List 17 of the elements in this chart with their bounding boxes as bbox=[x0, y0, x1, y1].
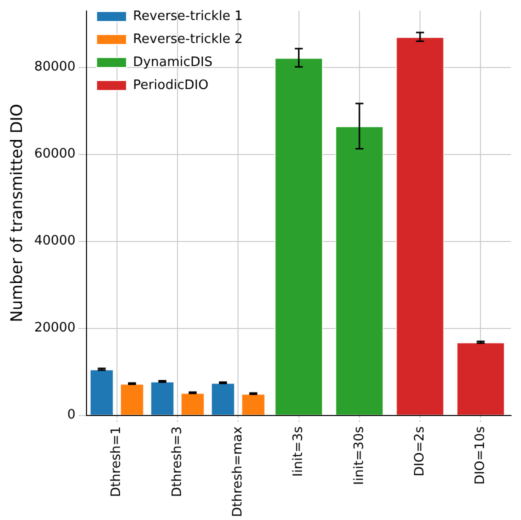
y-tick-label: 60000 bbox=[34, 146, 76, 162]
legend-label: DynamicDIS bbox=[133, 54, 212, 70]
y-tick-label: 40000 bbox=[34, 234, 76, 249]
x-tick-label: Iinit=3s bbox=[291, 426, 306, 477]
y-tick-label: 0 bbox=[67, 408, 76, 423]
x-tick-label: Dthresh=1 bbox=[109, 426, 124, 497]
x-tick-label: Dthresh=3 bbox=[170, 426, 185, 497]
legend-label: Reverse-trickle 1 bbox=[133, 8, 243, 24]
x-tick-label: DIO=10s bbox=[473, 426, 488, 485]
y-tick-label: 20000 bbox=[34, 320, 76, 336]
legend-label: Reverse-trickle 2 bbox=[133, 32, 243, 47]
x-tick-label: Dthresh=max bbox=[230, 426, 246, 518]
legend-label: PeriodicDIO bbox=[133, 78, 208, 93]
y-tick-label: 80000 bbox=[34, 60, 76, 75]
x-tick-label: Iinit=30s bbox=[352, 426, 367, 485]
y-axis-title: Number of transmitted DIO bbox=[6, 104, 26, 322]
x-tick-label: DIO=2s bbox=[412, 426, 428, 476]
